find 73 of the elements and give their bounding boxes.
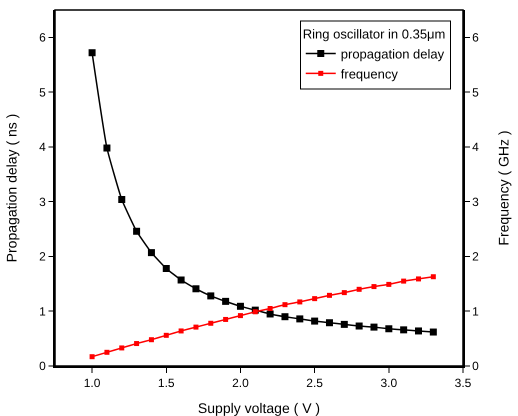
y2-tick-label: 2 (472, 250, 480, 264)
y-tick-label: 5 (39, 85, 46, 100)
x-tick-label: 1.0 (84, 376, 101, 390)
point (281, 313, 288, 320)
legend-label: frequency (340, 66, 398, 82)
point (134, 341, 140, 346)
point (88, 49, 96, 56)
y-tick-label: 3 (39, 194, 46, 209)
point (326, 292, 332, 298)
point (162, 265, 170, 272)
point (356, 286, 362, 292)
point (207, 292, 214, 300)
y2-axis-title: Frequency ( GHz ) (496, 130, 512, 246)
point (400, 326, 408, 334)
point (164, 332, 169, 338)
point (236, 302, 244, 310)
point (311, 318, 318, 325)
point (282, 302, 288, 308)
point (148, 249, 155, 256)
point (371, 284, 376, 290)
x-tick-label: 2.5 (306, 376, 324, 390)
y2-tick-label: 1 (472, 304, 480, 318)
y-tick-label: 0 (39, 359, 46, 374)
x-tick-label: 2.0 (232, 376, 250, 390)
point (385, 325, 392, 332)
y2-tick-label: 3 (472, 194, 480, 209)
point (401, 278, 406, 284)
point (268, 306, 273, 311)
point (416, 276, 421, 282)
point (208, 320, 214, 326)
point (178, 328, 184, 334)
y-tick-label: 6 (39, 30, 46, 45)
point (430, 274, 436, 280)
point (340, 320, 348, 328)
point (222, 298, 230, 305)
point (178, 276, 185, 284)
point (104, 350, 110, 355)
y2-tick-label: 0 (472, 359, 480, 374)
point (370, 324, 378, 331)
y2-tick-label: 5 (472, 85, 480, 100)
point (326, 319, 333, 326)
point (296, 315, 304, 322)
legend-label: propagation delay (340, 46, 445, 62)
point (297, 299, 302, 304)
point (118, 196, 126, 203)
y-axis-title: Propagation delay ( ns ) (4, 114, 20, 262)
point (103, 144, 110, 152)
point (342, 290, 347, 296)
y-tick-label: 4 (39, 140, 46, 154)
point (238, 313, 243, 318)
point (312, 296, 318, 302)
y-tick-label: 2 (39, 250, 46, 264)
y-tick-label: 1 (39, 304, 46, 318)
x-tick-label: 1.5 (158, 376, 175, 390)
point (223, 316, 228, 322)
x-tick-label: 3.5 (454, 376, 472, 390)
legend-title: Ring oscillator in 0.35μm (302, 26, 446, 42)
x-axis-title: Supply voltage ( V ) (198, 400, 320, 416)
point (430, 328, 437, 336)
point (90, 354, 95, 360)
point (414, 327, 422, 334)
point (386, 282, 392, 287)
x-tick-label: 3.0 (380, 376, 398, 390)
point (193, 324, 198, 330)
y2-tick-label: 4 (472, 140, 480, 154)
point (266, 310, 274, 318)
point (192, 285, 200, 292)
y2-tick-label: 6 (472, 30, 480, 45)
point (148, 337, 154, 342)
point (119, 345, 124, 350)
point (133, 228, 140, 235)
point (252, 309, 258, 314)
point (356, 322, 363, 330)
